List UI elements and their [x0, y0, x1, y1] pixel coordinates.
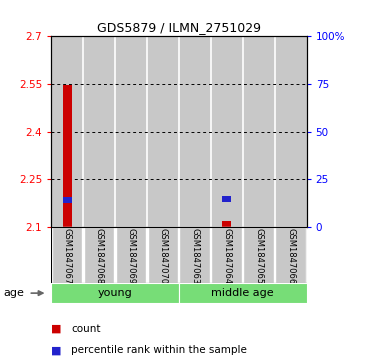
Bar — [275, 227, 306, 283]
Text: GSM1847067: GSM1847067 — [62, 228, 72, 284]
Bar — [84, 227, 114, 283]
Bar — [179, 283, 307, 303]
Bar — [83, 36, 115, 227]
Bar — [51, 283, 179, 303]
Bar — [116, 227, 146, 283]
Text: ■: ■ — [51, 323, 62, 334]
Bar — [63, 85, 72, 227]
Text: GSM1847066: GSM1847066 — [286, 228, 295, 284]
Text: GSM1847070: GSM1847070 — [158, 228, 168, 284]
Text: count: count — [71, 323, 101, 334]
Text: percentile rank within the sample: percentile rank within the sample — [71, 345, 247, 355]
Text: GSM1847063: GSM1847063 — [190, 228, 199, 284]
Bar — [115, 36, 147, 227]
Bar — [147, 36, 179, 227]
Bar — [63, 197, 72, 203]
Title: GDS5879 / ILMN_2751029: GDS5879 / ILMN_2751029 — [97, 21, 261, 34]
Text: young: young — [97, 288, 132, 298]
Bar — [222, 196, 231, 202]
Text: ■: ■ — [51, 345, 62, 355]
Bar — [211, 227, 242, 283]
Bar — [222, 221, 231, 227]
Text: middle age: middle age — [211, 288, 274, 298]
Text: GSM1847068: GSM1847068 — [95, 228, 104, 284]
Text: age: age — [4, 288, 24, 298]
Bar — [179, 36, 211, 227]
Bar — [243, 227, 274, 283]
Bar — [243, 36, 274, 227]
Bar — [147, 227, 178, 283]
Text: GSM1847064: GSM1847064 — [222, 228, 231, 284]
Text: GSM1847069: GSM1847069 — [126, 228, 135, 284]
Bar — [180, 227, 210, 283]
Text: GSM1847065: GSM1847065 — [254, 228, 263, 284]
Bar — [51, 36, 83, 227]
Bar — [52, 227, 82, 283]
Bar — [211, 36, 243, 227]
Bar — [274, 36, 307, 227]
